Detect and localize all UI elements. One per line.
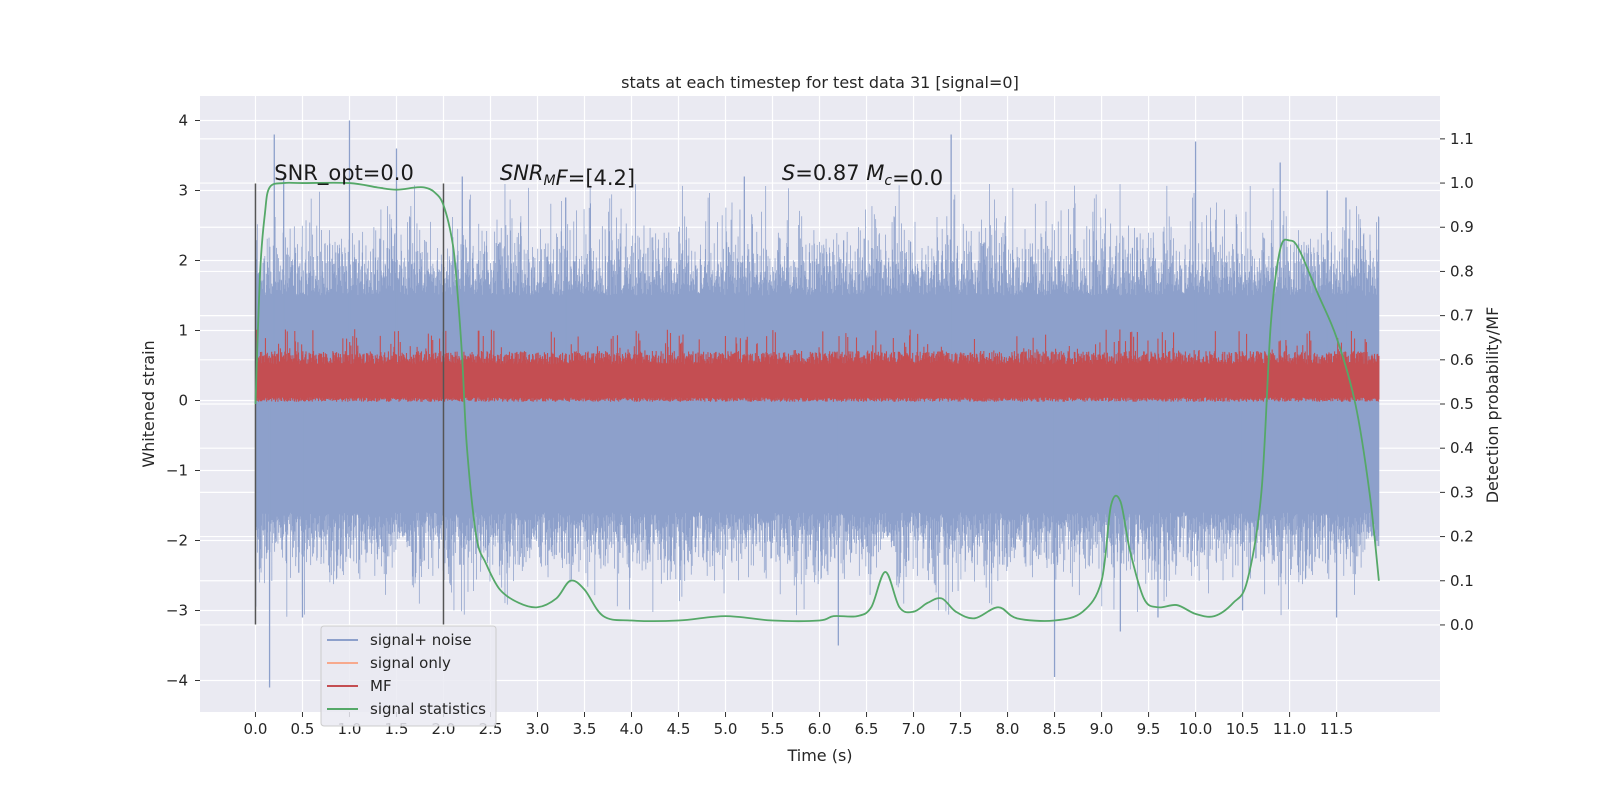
x-axis-label: Time (s) xyxy=(786,746,852,765)
x-tick-label: 4.0 xyxy=(620,720,644,738)
y2-tick-label: 0.9 xyxy=(1450,218,1474,236)
x-tick-label: 4.5 xyxy=(667,720,691,738)
legend: signal+ noise signal only MF signal stat… xyxy=(320,625,497,727)
y-tick-label: 2 xyxy=(178,252,188,270)
legend-label-signal-noise: signal+ noise xyxy=(370,631,472,649)
y2-axis-label: Detection probability/MF xyxy=(1483,307,1502,504)
legend-label-signal-only: signal only xyxy=(370,654,451,672)
x-tick-label: 3.5 xyxy=(573,720,597,738)
y2-tick-label: 0.5 xyxy=(1450,395,1474,413)
x-tick-label: 0.5 xyxy=(291,720,315,738)
signal-statistics-line xyxy=(254,181,1380,622)
y-tick-label: 3 xyxy=(178,182,188,200)
annotations: SNR_opt=0.0 SNRMF=[4.2] S=0.87 Mc=0.0 xyxy=(274,161,943,190)
y2-tick-label: 0.7 xyxy=(1450,307,1474,325)
y-tick-label: 0 xyxy=(178,392,188,410)
legend-label-mf: MF xyxy=(370,677,392,695)
y2-tick-label: 0.3 xyxy=(1450,483,1474,501)
y2-tick-label: 0.0 xyxy=(1450,616,1474,634)
vertical-markers xyxy=(254,183,445,625)
y-axis-ticks: −4 −3 −2 −1 0 1 2 3 4 xyxy=(166,112,200,690)
annotation-text: SNRMF=[4.2] xyxy=(500,161,635,190)
annotation-text: SNR_opt=0.0 xyxy=(274,161,414,186)
y2-tick-label: 0.1 xyxy=(1450,572,1474,590)
x-tick-label: 5.0 xyxy=(714,720,738,738)
annotation-part: c xyxy=(884,173,892,189)
y-tick-label: 4 xyxy=(178,112,188,130)
x-tick-label: 10.0 xyxy=(1179,720,1212,738)
x-tick-label: 9.0 xyxy=(1090,720,1114,738)
annotation-part: M xyxy=(544,173,556,189)
y2-tick-label: 0.4 xyxy=(1450,439,1474,457)
annotation-part: F xyxy=(556,166,569,190)
x-tick-label: 6.0 xyxy=(808,720,832,738)
signal-statistics-series xyxy=(254,181,1380,622)
x-tick-label: 6.5 xyxy=(855,720,879,738)
x-tick-label: 9.5 xyxy=(1137,720,1161,738)
x-tick-label: 7.5 xyxy=(949,720,973,738)
annotation-text: S=0.87 Mc=0.0 xyxy=(782,161,943,190)
x-tick-label: 11.0 xyxy=(1273,720,1306,738)
y-tick-label: 1 xyxy=(178,322,188,340)
x-tick-label: 8.0 xyxy=(996,720,1020,738)
annotation-part: SNR_opt=0.0 xyxy=(274,161,414,186)
x-tick-label: 5.5 xyxy=(761,720,785,738)
y2-axis-ticks: 0.0 0.1 0.2 0.3 0.4 0.5 0.6 0.7 0.8 0.9 1.0 1.1 xyxy=(1440,130,1474,634)
y2-tick-label: 0.8 xyxy=(1450,262,1474,280)
x-axis-ticks: 0.0 0.5 1.0 1.5 2.0 2.5 3.0 3.5 4.0 4.5 5.0 5.5 6.0 6… xyxy=(244,712,1353,738)
annotation-part: =0.87 xyxy=(795,161,866,185)
x-tick-label: 0.0 xyxy=(244,720,268,738)
y2-tick-label: 0.2 xyxy=(1450,528,1474,546)
y-tick-label: −3 xyxy=(166,602,188,620)
legend-box xyxy=(320,625,497,727)
annotation-part: SNR xyxy=(500,161,544,185)
annotation-part: =[4.2] xyxy=(568,166,635,190)
y2-tick-label: 1.0 xyxy=(1450,174,1474,192)
x-tick-label: 10.5 xyxy=(1226,720,1259,738)
y-tick-label: −1 xyxy=(166,462,188,480)
annotation-part: =0.0 xyxy=(892,166,943,190)
x-tick-label: 3.0 xyxy=(526,720,550,738)
annotation-part: S xyxy=(782,161,795,185)
y-tick-label: −4 xyxy=(166,672,188,690)
x-tick-label: 11.5 xyxy=(1320,720,1353,738)
y2-tick-label: 1.1 xyxy=(1450,130,1474,148)
chart-title: stats at each timestep for test data 31 … xyxy=(621,73,1019,92)
x-tick-label: 8.5 xyxy=(1043,720,1067,738)
y-tick-label: −2 xyxy=(166,532,188,550)
annotation-part: M xyxy=(866,161,884,185)
legend-label-signal-statistics: signal statistics xyxy=(370,700,486,718)
x-tick-label: 7.0 xyxy=(902,720,926,738)
y-axis-label: Whitened strain xyxy=(139,340,158,467)
y2-tick-label: 0.6 xyxy=(1450,351,1474,369)
